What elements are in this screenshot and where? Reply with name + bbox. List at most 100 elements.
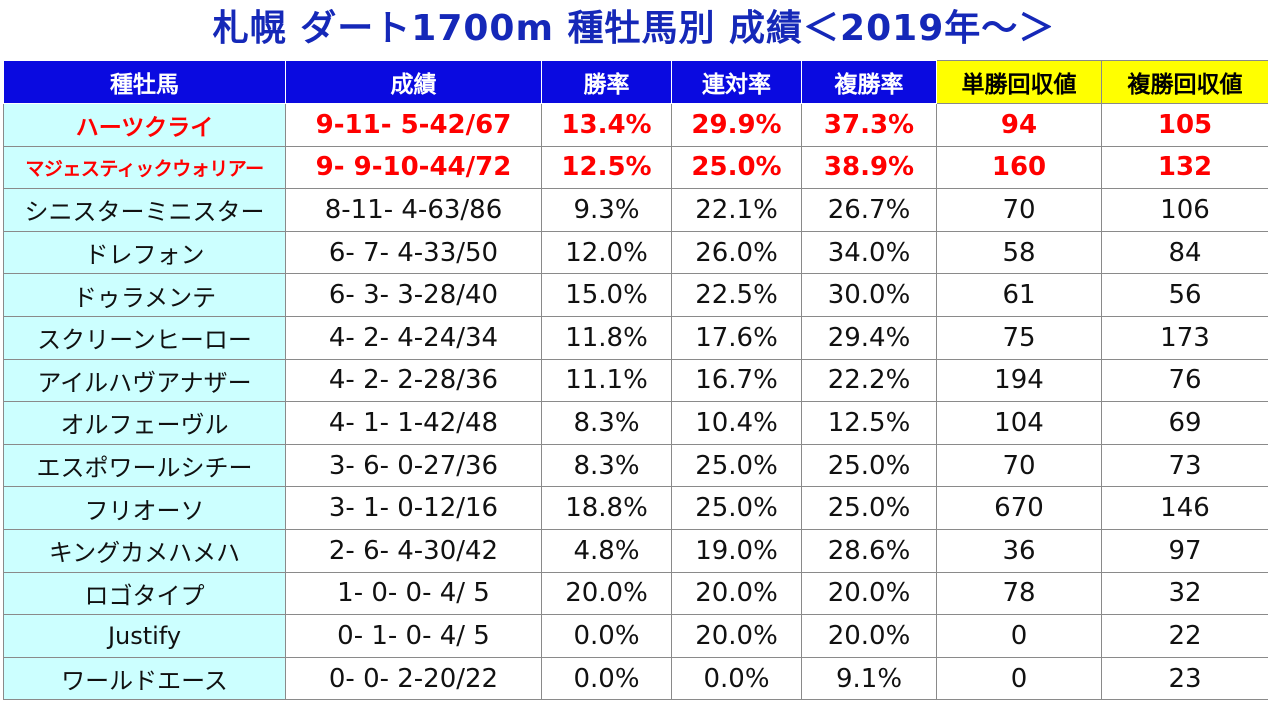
header-row: 種牡馬 成績 勝率 連対率 複勝率 単勝回収値 複勝回収値 — [3, 60, 1268, 104]
sire-name-cell: ハーツクライ — [3, 103, 286, 147]
sire-name-cell: ドレフォン — [3, 230, 286, 275]
record-cell: 3- 1- 0-12/16 — [285, 486, 542, 530]
win-rate-cell: 12.0% — [541, 230, 672, 275]
place-rate-cell: 22.1% — [671, 188, 802, 232]
header-show-rate: 複勝率 — [801, 60, 937, 104]
record-cell: 9-11- 5-42/67 — [285, 103, 542, 147]
header-sire: 種牡馬 — [3, 60, 286, 104]
show-rate-cell: 20.0% — [801, 571, 937, 616]
sire-name-cell: エスポワールシチー — [3, 443, 286, 488]
sire-name-cell: マジェスティックウォリアー — [3, 145, 286, 190]
place-rate-cell: 29.9% — [671, 103, 802, 147]
sire-name-cell: アイルハヴアナザー — [3, 358, 286, 403]
header-show-return: 複勝回収値 — [1101, 60, 1268, 104]
sire-name-cell: ロゴタイプ — [3, 571, 286, 616]
show-rate-cell: 34.0% — [801, 230, 937, 275]
win-return-cell: 70 — [936, 188, 1102, 232]
win-return-cell: 670 — [936, 486, 1102, 530]
win-return-cell: 160 — [936, 145, 1102, 190]
sire-name-cell: スクリーンヒーロー — [3, 315, 286, 360]
place-rate-cell: 25.0% — [671, 486, 802, 530]
show-return-cell: 76 — [1101, 358, 1268, 403]
header-win-rate: 勝率 — [541, 60, 672, 104]
header-record: 成績 — [285, 60, 542, 104]
show-return-cell: 32 — [1101, 571, 1268, 616]
record-cell: 9- 9-10-44/72 — [285, 145, 542, 190]
show-return-cell: 56 — [1101, 273, 1268, 317]
sire-name-cell: シニスターミニスター — [3, 188, 286, 232]
table-row: ドゥラメンテ 6- 3- 3-28/40 15.0% 22.5% 30.0% 61 56 — [3, 273, 1268, 317]
win-return-cell: 104 — [936, 401, 1102, 445]
record-cell: 6- 3- 3-28/40 — [285, 273, 542, 317]
show-return-cell: 23 — [1101, 656, 1268, 701]
sire-name-cell: Justify — [3, 614, 286, 658]
sire-name-cell: キングカメハメハ — [3, 528, 286, 573]
show-rate-cell: 37.3% — [801, 103, 937, 147]
win-rate-cell: 8.3% — [541, 401, 672, 445]
show-return-cell: 105 — [1101, 103, 1268, 147]
place-rate-cell: 19.0% — [671, 528, 802, 573]
table-body: ハーツクライ 9-11- 5-42/67 13.4% 29.9% 37.3% 94 105 マ… — [3, 103, 1268, 701]
win-rate-cell: 0.0% — [541, 656, 672, 701]
page-title: 札幌 ダート1700m 種牡馬別 成績＜2019年～＞ — [212, 8, 1056, 49]
show-return-cell: 132 — [1101, 145, 1268, 190]
win-rate-cell: 11.8% — [541, 315, 672, 360]
record-cell: 0- 1- 0- 4/ 5 — [285, 614, 542, 658]
win-return-cell: 70 — [936, 443, 1102, 488]
win-return-cell: 78 — [936, 571, 1102, 616]
win-rate-cell: 13.4% — [541, 103, 672, 147]
show-return-cell: 97 — [1101, 528, 1268, 573]
show-return-cell: 73 — [1101, 443, 1268, 488]
show-return-cell: 173 — [1101, 315, 1268, 360]
table-row: ロゴタイプ 1- 0- 0- 4/ 5 20.0% 20.0% 20.0% 78 32 — [3, 571, 1268, 616]
show-return-cell: 106 — [1101, 188, 1268, 232]
show-rate-cell: 12.5% — [801, 401, 937, 445]
place-rate-cell: 17.6% — [671, 315, 802, 360]
win-rate-cell: 0.0% — [541, 614, 672, 658]
table-row: シニスターミニスター 8-11- 4-63/86 9.3% 22.1% 26.7% 70 1… — [3, 188, 1268, 232]
show-rate-cell: 30.0% — [801, 273, 937, 317]
table-row: マジェスティックウォリアー 9- 9-10-44/72 12.5% 25.0% 38.9… — [3, 145, 1268, 190]
table-row: アイルハヴアナザー 4- 2- 2-28/36 11.1% 16.7% 22.2% 194… — [3, 358, 1268, 403]
table-row: Justify 0- 1- 0- 4/ 5 0.0% 20.0% 20.0% 0 22 — [3, 614, 1268, 658]
header-place-rate: 連対率 — [671, 60, 802, 104]
table-row: ハーツクライ 9-11- 5-42/67 13.4% 29.9% 37.3% 94 105 — [3, 103, 1268, 147]
sire-name-cell: ドゥラメンテ — [3, 273, 286, 317]
table-row: スクリーンヒーロー 4- 2- 4-24/34 11.8% 17.6% 29.4% 75 1… — [3, 315, 1268, 360]
place-rate-cell: 25.0% — [671, 145, 802, 190]
win-return-cell: 94 — [936, 103, 1102, 147]
table-row: エスポワールシチー 3- 6- 0-27/36 8.3% 25.0% 25.0% 70 73 — [3, 443, 1268, 488]
show-rate-cell: 9.1% — [801, 656, 937, 701]
win-return-cell: 194 — [936, 358, 1102, 403]
place-rate-cell: 26.0% — [671, 230, 802, 275]
sire-stats-table: 種牡馬 成績 勝率 連対率 複勝率 単勝回収値 複勝回収値 ハーツクライ 9-11… — [3, 60, 1268, 701]
win-rate-cell: 9.3% — [541, 188, 672, 232]
show-rate-cell: 26.7% — [801, 188, 937, 232]
win-rate-cell: 12.5% — [541, 145, 672, 190]
show-rate-cell: 22.2% — [801, 358, 937, 403]
win-return-cell: 36 — [936, 528, 1102, 573]
win-rate-cell: 4.8% — [541, 528, 672, 573]
win-rate-cell: 18.8% — [541, 486, 672, 530]
show-rate-cell: 25.0% — [801, 486, 937, 530]
show-rate-cell: 25.0% — [801, 443, 937, 488]
place-rate-cell: 25.0% — [671, 443, 802, 488]
show-rate-cell: 20.0% — [801, 614, 937, 658]
win-return-cell: 58 — [936, 230, 1102, 275]
place-rate-cell: 20.0% — [671, 571, 802, 616]
record-cell: 4- 2- 2-28/36 — [285, 358, 542, 403]
win-rate-cell: 20.0% — [541, 571, 672, 616]
place-rate-cell: 0.0% — [671, 656, 802, 701]
place-rate-cell: 22.5% — [671, 273, 802, 317]
win-return-cell: 61 — [936, 273, 1102, 317]
table-row: オルフェーヴル 4- 1- 1-42/48 8.3% 10.4% 12.5% 104 69 — [3, 401, 1268, 445]
win-rate-cell: 11.1% — [541, 358, 672, 403]
record-cell: 6- 7- 4-33/50 — [285, 230, 542, 275]
win-return-cell: 75 — [936, 315, 1102, 360]
place-rate-cell: 16.7% — [671, 358, 802, 403]
place-rate-cell: 20.0% — [671, 614, 802, 658]
show-rate-cell: 38.9% — [801, 145, 937, 190]
show-return-cell: 146 — [1101, 486, 1268, 530]
record-cell: 2- 6- 4-30/42 — [285, 528, 542, 573]
win-return-cell: 0 — [936, 614, 1102, 658]
